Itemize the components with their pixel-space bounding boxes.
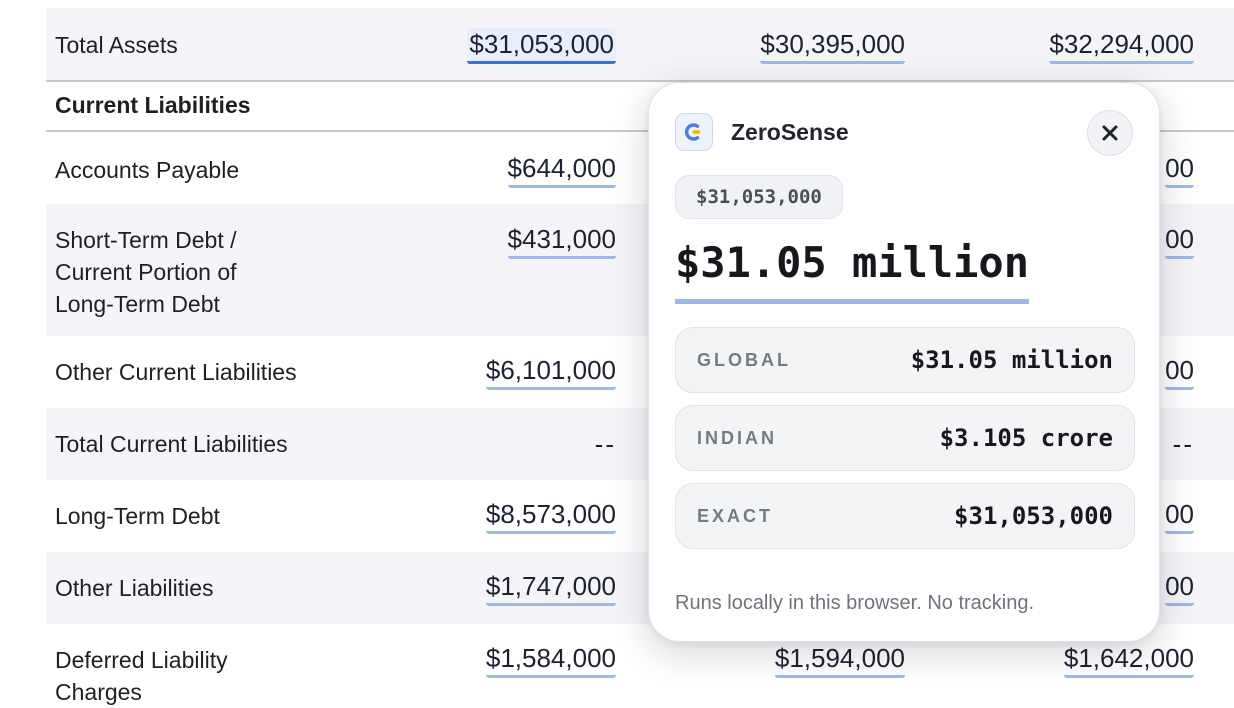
row-label-line: Long-Term Debt [55, 291, 220, 317]
table-row-total-assets: Total Assets $31,053,000 $30,395,000 $32… [46, 8, 1234, 80]
row-label-line: Deferred Liability [55, 647, 228, 673]
value-link[interactable]: 00 [1165, 354, 1194, 390]
value-link[interactable]: $31,053,000 [467, 28, 616, 64]
row-label-line: Current Portion of [55, 259, 237, 285]
row-label-line: Charges [55, 679, 142, 705]
value-link[interactable]: 00 [1165, 498, 1194, 534]
format-value: $31,053,000 [954, 502, 1113, 530]
format-card-indian[interactable]: INDIAN $3.105 crore [675, 405, 1135, 471]
value-link[interactable]: $1,594,000 [774, 642, 905, 678]
format-label: GLOBAL [697, 350, 791, 370]
format-label: INDIAN [697, 428, 777, 448]
value-link[interactable]: $431,000 [507, 223, 616, 259]
section-title: Current Liabilities [55, 92, 251, 118]
row-label-line: Short-Term Debt / [55, 227, 237, 253]
value-link[interactable]: $1,747,000 [485, 570, 616, 606]
privacy-note: Runs locally in this browser. No trackin… [675, 592, 1035, 614]
value-link[interactable]: 00 [1165, 570, 1194, 606]
format-value: $31.05 million [910, 346, 1113, 374]
row-label: Total Current Liabilities [55, 431, 288, 457]
source-value-chip: $31,053,000 [675, 175, 843, 219]
format-label: EXACT [697, 506, 774, 526]
value-link[interactable]: $644,000 [507, 152, 616, 188]
brand-name: ZeroSense [731, 119, 849, 145]
value-link[interactable]: $1,642,000 [1063, 642, 1194, 678]
close-icon [1101, 124, 1119, 142]
empty-value: -- [1172, 429, 1194, 459]
value-link[interactable]: 00 [1165, 223, 1194, 259]
empty-value: -- [594, 429, 616, 459]
zerosense-logo-icon [675, 113, 713, 151]
value-link[interactable]: $30,395,000 [760, 28, 905, 64]
row-label: Other Liabilities [55, 575, 214, 601]
headline-value: $31.05 million [675, 233, 1030, 304]
format-card-global[interactable]: GLOBAL $31.05 million [675, 327, 1135, 393]
format-value: $3.105 crore [939, 424, 1113, 452]
value-link[interactable]: 00 [1165, 152, 1194, 188]
value-link[interactable]: $8,573,000 [485, 498, 616, 534]
value-link[interactable]: $1,584,000 [485, 642, 616, 678]
value-link[interactable]: $32,294,000 [1049, 28, 1194, 64]
close-button[interactable] [1087, 110, 1133, 156]
value-link[interactable]: $6,101,000 [485, 354, 616, 390]
row-label: Total Assets [55, 32, 178, 58]
row-label: Long-Term Debt [55, 503, 220, 529]
row-label: Other Current Liabilities [55, 359, 297, 385]
row-label: Accounts Payable [55, 157, 240, 183]
zerosense-popup: ZeroSense $31,053,000 $31.05 million GLO… [648, 82, 1160, 642]
format-card-exact[interactable]: EXACT $31,053,000 [675, 483, 1135, 549]
